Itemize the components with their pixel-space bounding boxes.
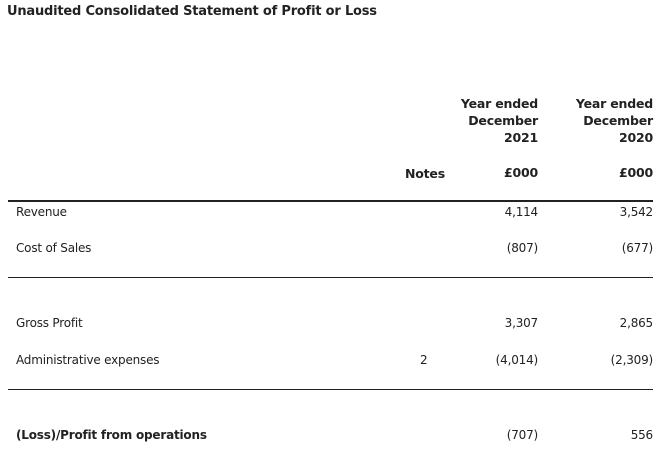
column-header-2020: Year ended December 2020: [576, 95, 653, 146]
header-divider: [8, 200, 653, 202]
row-label: Revenue: [16, 205, 67, 219]
column-header-2021-line3: 2021: [504, 130, 538, 145]
column-header-2020-line3: 2020: [619, 130, 653, 145]
subtotal-divider: [8, 277, 653, 278]
row-label: Gross Profit: [16, 316, 83, 330]
row-value-2021: (4,014): [495, 353, 539, 367]
row-value-2020: (2,309): [610, 353, 654, 367]
row-value-2020: 2,865: [619, 316, 654, 330]
row-label: (Loss)/Profit from operations: [16, 428, 207, 442]
row-value-2021: 4,114: [504, 205, 539, 219]
table-row-administrative-expenses: Administrative expenses 2 (4,014) (2,309…: [0, 353, 661, 371]
operations-divider: [8, 389, 653, 390]
column-header-2021-line2: December: [468, 113, 538, 128]
column-header-2021: Year ended December 2021: [461, 95, 538, 146]
table-row-loss-profit-from-operations: (Loss)/Profit from operations (707) 556: [0, 428, 661, 446]
row-label: Cost of Sales: [16, 241, 92, 255]
column-header-2021-line1: Year ended: [460, 96, 538, 111]
unit-2020: £000: [619, 165, 653, 180]
unit-2021: £000: [504, 165, 538, 180]
column-header-2020-line1: Year ended: [575, 96, 653, 111]
table-row-cost-of-sales: Cost of Sales (807) (677): [0, 241, 661, 259]
row-value-2020: (677): [621, 241, 653, 255]
notes-column-header: Notes: [405, 166, 445, 181]
row-note: 2: [420, 353, 428, 367]
row-value-2020: 3,542: [619, 205, 654, 219]
row-value-2021: (707): [506, 428, 538, 442]
statement-title: Unaudited Consolidated Statement of Prof…: [7, 4, 377, 19]
row-value-2020: 556: [630, 428, 654, 442]
column-header-2020-line2: December: [583, 113, 653, 128]
row-label: Administrative expenses: [16, 353, 160, 367]
row-value-2021: 3,307: [504, 316, 539, 330]
table-row-revenue: Revenue 4,114 3,542: [0, 205, 661, 223]
table-row-gross-profit: Gross Profit 3,307 2,865: [0, 316, 661, 334]
row-value-2021: (807): [506, 241, 538, 255]
